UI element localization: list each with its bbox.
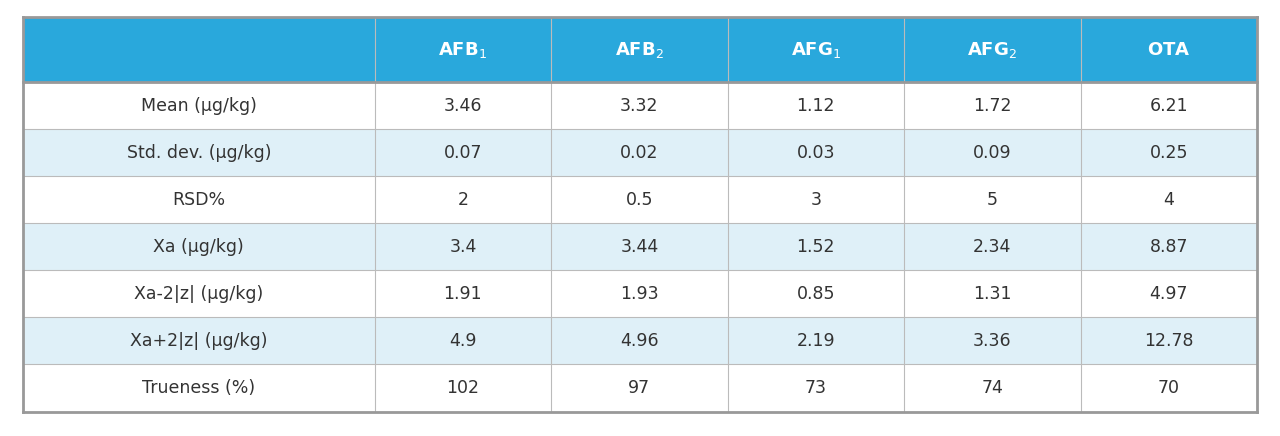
Bar xyxy=(375,317,552,364)
Text: $\mathbf{OTA}$: $\mathbf{OTA}$ xyxy=(1147,41,1190,59)
Bar xyxy=(23,129,375,176)
Text: 1.72: 1.72 xyxy=(973,96,1011,115)
Text: Xa (μg/kg): Xa (μg/kg) xyxy=(154,238,244,256)
Bar xyxy=(552,129,727,176)
Bar xyxy=(904,82,1080,129)
Text: RSD%: RSD% xyxy=(173,191,225,209)
Bar xyxy=(904,129,1080,176)
Bar xyxy=(23,17,375,82)
Bar xyxy=(375,270,552,317)
Bar xyxy=(375,176,552,223)
Bar xyxy=(904,270,1080,317)
Bar xyxy=(727,176,904,223)
Text: 6.21: 6.21 xyxy=(1149,96,1188,115)
Bar xyxy=(23,364,375,412)
Bar xyxy=(904,223,1080,270)
Bar xyxy=(552,317,727,364)
Bar xyxy=(375,364,552,412)
Bar xyxy=(1080,223,1257,270)
Text: 102: 102 xyxy=(447,379,480,397)
Text: Std. dev. (μg/kg): Std. dev. (μg/kg) xyxy=(127,143,271,162)
Text: Xa-2|z| (μg/kg): Xa-2|z| (μg/kg) xyxy=(134,285,264,303)
Bar xyxy=(23,270,375,317)
Bar xyxy=(1080,82,1257,129)
Text: 4.9: 4.9 xyxy=(449,332,476,350)
Bar xyxy=(904,364,1080,412)
Bar xyxy=(904,176,1080,223)
Bar xyxy=(375,129,552,176)
Bar xyxy=(23,82,375,129)
Text: 3.32: 3.32 xyxy=(620,96,659,115)
Bar xyxy=(375,223,552,270)
Text: 0.25: 0.25 xyxy=(1149,143,1188,162)
Bar xyxy=(375,17,552,82)
Text: 70: 70 xyxy=(1157,379,1180,397)
Bar xyxy=(727,129,904,176)
Bar xyxy=(552,270,727,317)
Text: 3.44: 3.44 xyxy=(621,238,658,256)
Bar xyxy=(1080,176,1257,223)
Bar xyxy=(23,176,375,223)
Bar xyxy=(552,223,727,270)
Text: 2: 2 xyxy=(457,191,468,209)
Text: 3.4: 3.4 xyxy=(449,238,476,256)
Bar xyxy=(727,364,904,412)
Text: 4.97: 4.97 xyxy=(1149,285,1188,303)
Text: 1.12: 1.12 xyxy=(796,96,835,115)
Bar xyxy=(727,270,904,317)
Text: 0.02: 0.02 xyxy=(620,143,659,162)
Text: 4.96: 4.96 xyxy=(620,332,659,350)
Bar xyxy=(727,317,904,364)
Text: Mean (μg/kg): Mean (μg/kg) xyxy=(141,96,257,115)
Text: $\mathbf{AFG}_{2}$: $\mathbf{AFG}_{2}$ xyxy=(968,40,1018,60)
Text: 5: 5 xyxy=(987,191,998,209)
Text: 0.09: 0.09 xyxy=(973,143,1011,162)
Text: 97: 97 xyxy=(628,379,650,397)
Bar xyxy=(1080,317,1257,364)
Text: 8.87: 8.87 xyxy=(1149,238,1188,256)
Text: 4: 4 xyxy=(1164,191,1174,209)
Text: 0.85: 0.85 xyxy=(796,285,835,303)
Bar xyxy=(23,317,375,364)
Text: 0.5: 0.5 xyxy=(626,191,653,209)
Text: 3.46: 3.46 xyxy=(444,96,483,115)
Text: 74: 74 xyxy=(982,379,1004,397)
Bar xyxy=(1080,364,1257,412)
Bar xyxy=(375,82,552,129)
Text: 0.07: 0.07 xyxy=(444,143,483,162)
Bar xyxy=(552,82,727,129)
Text: Trueness (%): Trueness (%) xyxy=(142,379,256,397)
Text: 73: 73 xyxy=(805,379,827,397)
Text: 2.19: 2.19 xyxy=(796,332,835,350)
Bar xyxy=(552,364,727,412)
Text: 1.91: 1.91 xyxy=(444,285,483,303)
Text: Xa+2|z| (μg/kg): Xa+2|z| (μg/kg) xyxy=(131,332,268,350)
Bar xyxy=(727,223,904,270)
Bar xyxy=(1080,129,1257,176)
Text: 0.03: 0.03 xyxy=(796,143,835,162)
Bar xyxy=(552,17,727,82)
Bar xyxy=(1080,270,1257,317)
Text: 3.36: 3.36 xyxy=(973,332,1011,350)
Bar xyxy=(552,176,727,223)
Text: 2.34: 2.34 xyxy=(973,238,1011,256)
Text: 1.52: 1.52 xyxy=(796,238,835,256)
Bar xyxy=(727,82,904,129)
Bar xyxy=(904,317,1080,364)
Text: 1.93: 1.93 xyxy=(620,285,659,303)
Text: 1.31: 1.31 xyxy=(973,285,1011,303)
Bar xyxy=(904,17,1080,82)
Text: 12.78: 12.78 xyxy=(1144,332,1193,350)
Bar xyxy=(23,223,375,270)
Bar xyxy=(727,17,904,82)
Text: $\mathbf{AFG}_{1}$: $\mathbf{AFG}_{1}$ xyxy=(791,40,841,60)
Text: $\mathbf{AFB}_{1}$: $\mathbf{AFB}_{1}$ xyxy=(439,40,488,60)
Bar xyxy=(1080,17,1257,82)
Text: $\mathbf{AFB}_{2}$: $\mathbf{AFB}_{2}$ xyxy=(614,40,664,60)
Text: 3: 3 xyxy=(810,191,822,209)
